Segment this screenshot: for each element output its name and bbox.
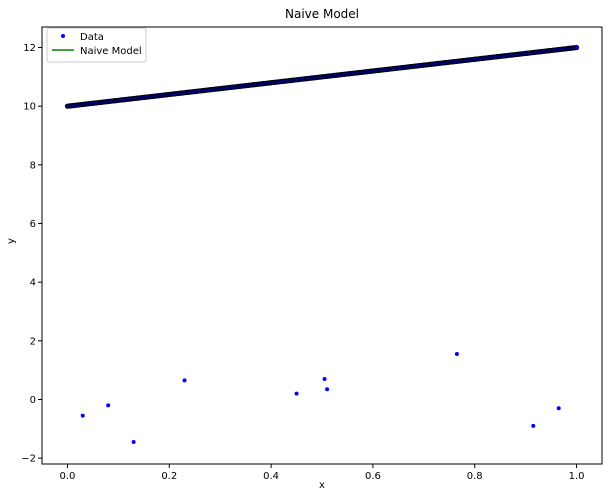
y-axis-label: y	[6, 238, 17, 244]
axes-frame	[41, 26, 603, 465]
x-tick-label: 1.0	[569, 471, 585, 482]
y-tick-label: 6	[30, 219, 36, 230]
data-point	[556, 406, 561, 411]
data-point	[454, 352, 459, 357]
legend-label-naive-model: Naive Model	[80, 46, 142, 57]
legend-marker-data	[61, 34, 65, 38]
data-point	[531, 423, 536, 428]
axis-ticks: 0.0 0.2 0.4 0.6 0.8 1.0 −2 0 2 4 6 8 10 12	[21, 43, 584, 482]
y-tick-label: 4	[30, 278, 36, 289]
x-axis-label: x	[319, 480, 325, 491]
legend-frame	[46, 27, 147, 63]
data-point	[325, 387, 330, 392]
y-tick-label: 0	[30, 395, 36, 406]
y-tick-label: 2	[30, 336, 36, 347]
data-point	[322, 376, 327, 381]
chart-title: Naive Model	[285, 7, 359, 21]
y-tick-label: 8	[30, 160, 36, 171]
y-tick-label: −2	[21, 454, 36, 465]
x-tick-label: 0.2	[161, 471, 177, 482]
data-point	[106, 403, 111, 408]
x-tick-label: 0.0	[60, 471, 76, 482]
x-tick-label: 0.8	[467, 471, 483, 482]
model-prediction-point	[573, 44, 580, 51]
y-tick-label: 12	[23, 43, 36, 54]
plot-area	[41, 26, 603, 465]
y-tick-label: 10	[23, 102, 36, 113]
x-tick-label: 0.4	[263, 471, 279, 482]
legend-label-data: Data	[80, 32, 104, 43]
data-point	[80, 413, 85, 418]
legend: Data Naive Model	[46, 27, 147, 63]
x-tick-label: 0.6	[365, 471, 381, 482]
data-point	[182, 378, 187, 383]
data-point	[131, 440, 136, 445]
data-point	[294, 391, 299, 396]
